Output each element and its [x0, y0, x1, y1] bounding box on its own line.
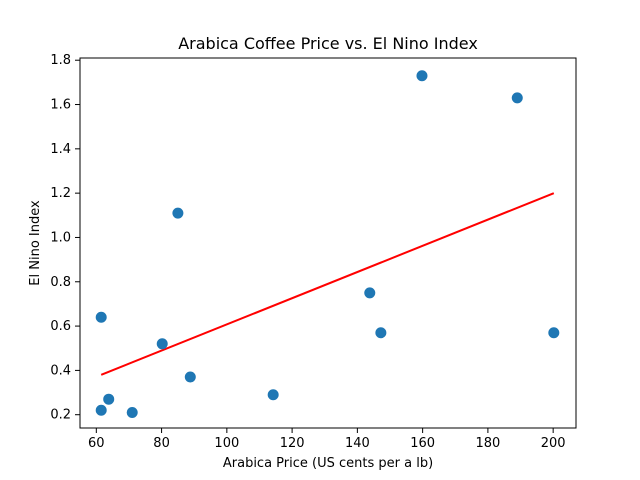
scatter-point — [184, 371, 196, 383]
y-tick-label: 0.4 — [50, 363, 71, 378]
scatter-point — [548, 327, 560, 339]
x-tick-label: 100 — [214, 436, 239, 451]
x-tick-label: 140 — [345, 436, 370, 451]
y-tick-label: 1.6 — [50, 98, 71, 113]
scatter-point — [95, 311, 107, 323]
scatter-point — [267, 389, 279, 401]
x-axis: 60 80 100 120 140 160 180 200 — [88, 428, 566, 451]
scatter-point — [103, 393, 115, 405]
y-tick-label: 1.8 — [50, 53, 71, 68]
y-tick-label: 0.6 — [50, 319, 71, 334]
scatter-point — [156, 338, 168, 350]
plot-area — [79, 57, 577, 429]
scatter-point — [126, 406, 138, 418]
x-tick-label: 160 — [410, 436, 435, 451]
x-tick-label: 80 — [153, 436, 170, 451]
y-tick-label: 0.2 — [50, 408, 71, 423]
scatter-point — [364, 287, 376, 299]
scatter-point — [375, 327, 387, 339]
y-tick-label: 1.4 — [50, 142, 71, 157]
y-tick-label: 1.0 — [50, 230, 71, 245]
x-axis-title: Arabica Price (US cents per a lb) — [223, 456, 433, 471]
plot-frame — [79, 57, 577, 429]
x-tick-label: 60 — [88, 436, 105, 451]
y-tick-label: 1.2 — [50, 186, 71, 201]
points-layer — [95, 70, 560, 418]
y-axis-title: El Nino Index — [28, 200, 43, 286]
trend-layer — [100, 192, 555, 376]
x-tick-label: 200 — [541, 436, 566, 451]
y-axis: 0.2 0.4 0.6 0.8 1.0 1.2 1.4 1.6 1.8 — [50, 53, 80, 423]
x-tick-label: 180 — [475, 436, 500, 451]
scatter-point — [511, 92, 523, 104]
scatter-point — [416, 70, 428, 82]
y-tick-label: 0.8 — [50, 275, 71, 290]
chart-title: Arabica Coffee Price vs. El Nino Index — [178, 34, 478, 53]
trend-line — [100, 192, 555, 376]
x-tick-label: 120 — [280, 436, 305, 451]
scatter-point — [172, 207, 184, 219]
plot-background — [80, 58, 576, 428]
scatter-point — [95, 404, 107, 416]
